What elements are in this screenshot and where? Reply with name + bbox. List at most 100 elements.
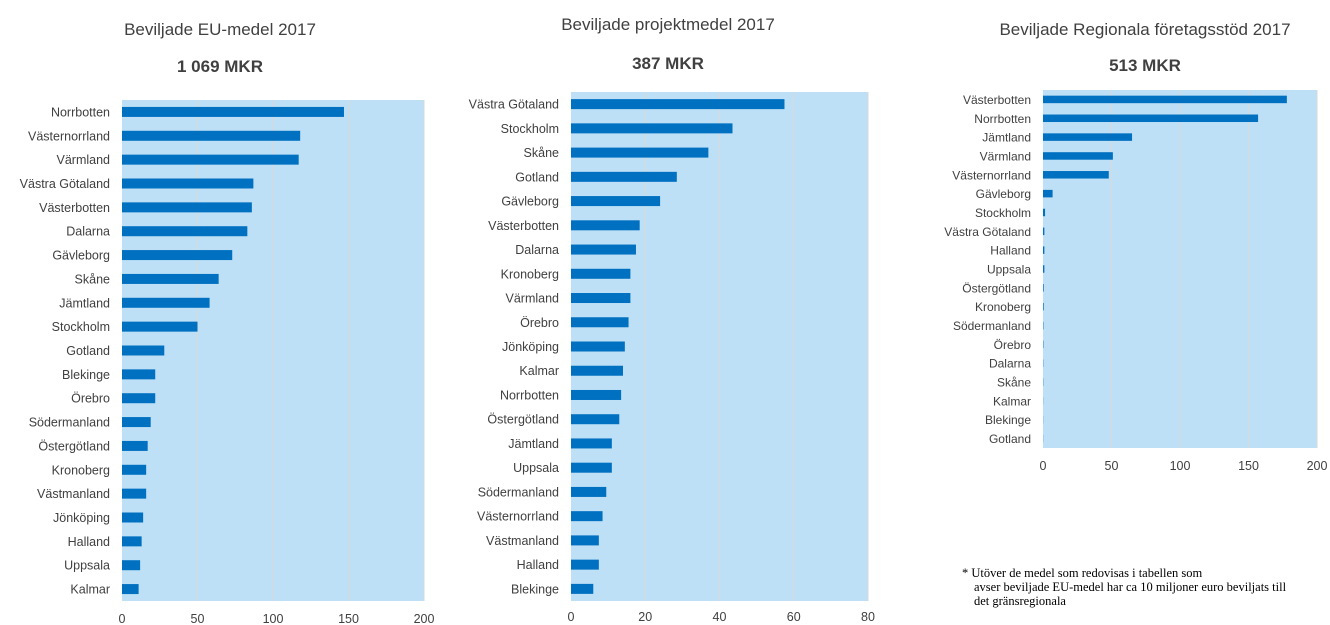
category-label: Jämtland	[982, 131, 1031, 145]
bar	[122, 345, 165, 356]
x-tick-label: 40	[713, 610, 727, 624]
category-label: Halland	[517, 558, 559, 572]
category-label: Västernorrland	[952, 168, 1031, 182]
bar	[571, 365, 623, 376]
x-tick-label: 200	[414, 612, 435, 625]
category-label: Gävleborg	[976, 187, 1031, 201]
bar	[122, 512, 144, 523]
category-label: Västerbotten	[488, 219, 559, 233]
chart-2-title: Beviljade projektmedel 2017	[561, 15, 775, 34]
bar	[571, 438, 612, 449]
bar	[122, 417, 151, 428]
category-label: Jönköping	[53, 511, 110, 525]
bar	[571, 511, 603, 522]
x-tick-label: 50	[1105, 459, 1119, 473]
x-tick-label: 0	[119, 612, 126, 625]
bar	[122, 584, 139, 595]
bar	[571, 535, 599, 546]
category-label: Dalarna	[515, 243, 559, 257]
bar	[571, 147, 709, 158]
bar	[571, 171, 677, 182]
chart-1-title: Beviljade EU-medel 2017	[124, 20, 316, 39]
footnote: * Utöver de medel som redovisas i tabell…	[962, 566, 1302, 625]
category-label: Norrbotten	[500, 388, 559, 402]
category-label: Skåne	[75, 272, 110, 286]
category-label: Kalmar	[519, 364, 559, 378]
bar	[571, 123, 733, 134]
x-tick-label: 0	[1040, 459, 1047, 473]
category-label: Södermanland	[29, 416, 110, 430]
bar	[122, 488, 147, 499]
category-label: Halland	[68, 535, 110, 549]
x-tick-label: 200	[1307, 459, 1328, 473]
bar	[571, 462, 612, 473]
bar	[1043, 152, 1113, 160]
category-label: Värmland	[980, 149, 1031, 163]
category-label: Dalarna	[989, 357, 1031, 371]
bar	[122, 536, 142, 547]
category-label: Örebro	[71, 392, 110, 406]
bar	[571, 389, 622, 400]
category-label: Skåne	[997, 376, 1031, 390]
bar	[571, 583, 594, 594]
footnote-first-line: * Utöver de medel som redovisas i tabell…	[962, 566, 1203, 580]
bar	[1043, 95, 1287, 104]
category-label: Jämtland	[59, 296, 110, 310]
x-tick-label: 150	[1238, 459, 1259, 473]
x-tick-label: 150	[338, 612, 359, 625]
category-label: Västra Götaland	[944, 225, 1031, 239]
x-tick-label: 0	[568, 610, 575, 624]
eu-medel-chart: 0 50 100 150 200 Norrbotten Västernorrland Värm…	[20, 100, 435, 625]
category-label: Västernorrland	[28, 129, 110, 143]
chart-3-subtitle: 513 MKR	[1109, 56, 1181, 75]
bar	[122, 250, 233, 261]
category-label: Kalmar	[993, 394, 1031, 408]
bar	[571, 268, 631, 279]
foretagsstod-chart: 0 50 100 150 200 Västerbotten Norrbotten Jämtla…	[944, 90, 1327, 473]
bar	[122, 560, 141, 571]
projektmedel-chart: 0 20 40 60 80 Västra Götaland Stockholm Skåne Go…	[469, 92, 875, 624]
bar	[122, 464, 147, 475]
category-label: Gotland	[989, 432, 1031, 446]
bar	[122, 130, 301, 141]
category-label: Gävleborg	[52, 249, 110, 263]
bar	[1043, 189, 1053, 198]
bar	[122, 226, 248, 237]
bar	[122, 202, 252, 213]
bar	[1043, 227, 1045, 236]
category-label: Blekinge	[511, 582, 559, 596]
category-label: Stockholm	[52, 320, 110, 334]
bar	[122, 393, 156, 404]
category-label: Västernorrland	[477, 510, 559, 524]
category-label: Östergötland	[38, 439, 110, 453]
bar	[1043, 302, 1044, 311]
category-label: Västmanland	[37, 487, 110, 501]
category-label: Västerbotten	[963, 93, 1031, 107]
bar	[571, 486, 607, 497]
category-label: Norrbotten	[974, 112, 1031, 126]
category-label: Dalarna	[66, 225, 110, 239]
category-label: Stockholm	[501, 122, 559, 136]
category-label: Västerbotten	[39, 201, 110, 215]
chart-3-title: Beviljade Regionala företagsstöd 2017	[999, 20, 1291, 39]
category-label: Västra Götaland	[20, 177, 110, 191]
bar	[1043, 114, 1259, 123]
category-label: Halland	[990, 244, 1031, 258]
bar	[122, 321, 198, 332]
bar	[122, 106, 344, 117]
category-label: Värmland	[57, 153, 111, 167]
category-label: Blekinge	[985, 413, 1031, 427]
category-label: Gotland	[515, 170, 559, 184]
bar	[122, 273, 219, 284]
category-label: Norrbotten	[51, 105, 110, 119]
category-label: Örebro	[994, 338, 1032, 352]
bar	[571, 559, 599, 570]
bar	[122, 178, 254, 189]
category-label: Kronoberg	[52, 463, 110, 477]
category-label: Uppsala	[64, 559, 110, 573]
category-label: Örebro	[520, 316, 559, 330]
category-label: Stockholm	[975, 206, 1031, 220]
bar	[571, 293, 631, 304]
category-label: Södermanland	[478, 485, 559, 499]
